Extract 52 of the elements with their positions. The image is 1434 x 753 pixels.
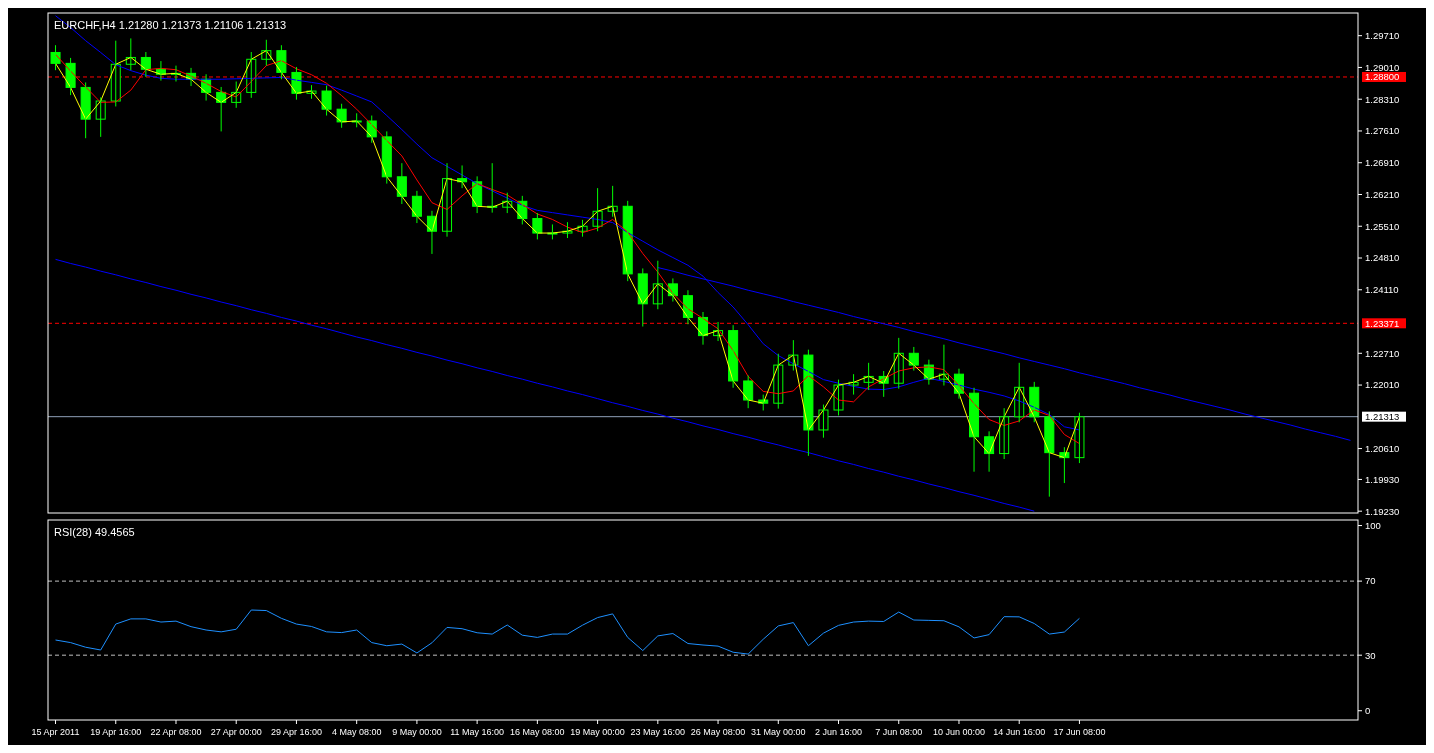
ref-line-label: 1.21313 (1365, 411, 1400, 422)
y-tick-label: 1.22710 (1365, 347, 1400, 359)
x-tick-label: 15 Apr 2011 (31, 727, 80, 737)
x-tick-label: 10 Jun 00:00 (932, 727, 985, 737)
x-tick-label: 19 May 00:00 (570, 727, 625, 737)
y-tick-label: 100 (1365, 519, 1381, 531)
line-series (55, 258, 1035, 512)
candlestick (80, 81, 91, 139)
x-tick-label: 2 Jun 16:00 (814, 727, 863, 737)
candlestick (833, 379, 844, 416)
candlestick (336, 103, 347, 129)
candlestick (50, 44, 61, 71)
x-tick-label: 14 Jun 16:00 (993, 727, 1046, 737)
y-tick-label: 1.28310 (1365, 93, 1400, 105)
y-tick-label: 1.19230 (1365, 505, 1400, 517)
candlestick (532, 212, 543, 240)
candlestick (276, 44, 287, 80)
ref-line-label: 1.28800 (1365, 71, 1400, 83)
y-tick-label: 30 (1365, 649, 1376, 661)
y-tick-label: 70 (1365, 575, 1376, 587)
x-tick-label: 22 Apr 08:00 (150, 727, 202, 737)
x-tick-label: 4 May 08:00 (331, 727, 382, 737)
y-tick-label: 1.24810 (1365, 252, 1400, 264)
x-tick-label: 17 Jun 08:00 (1053, 727, 1106, 737)
line-series (55, 609, 1080, 655)
x-tick-label: 29 Apr 16:00 (270, 727, 322, 737)
y-tick-label: 1.26210 (1365, 188, 1400, 200)
x-tick-label: 7 Jun 08:00 (875, 727, 923, 737)
text: RSI(28) 49.4565 (54, 526, 135, 538)
x-tick-label: 11 May 16:00 (450, 727, 505, 737)
candlestick (803, 349, 814, 457)
y-tick-label: 1.22010 (1365, 379, 1400, 391)
x-tick-label: 23 May 16:00 (630, 727, 686, 737)
y-tick-label: 1.19930 (1365, 473, 1400, 485)
y-tick-label: 1.24110 (1365, 284, 1399, 296)
x-tick-label: 9 May 00:00 (392, 727, 442, 737)
x-tick-label: 31 May 00:00 (751, 727, 806, 737)
x-tick-label: 16 May 08:00 (510, 727, 565, 737)
x-tick-label: 27 Apr 00:00 (210, 727, 262, 737)
candlestick (818, 404, 829, 439)
ref-line-label: 1.23371 (1365, 317, 1400, 329)
y-tick-label: 1.20610 (1365, 442, 1400, 454)
y-tick-label: 1.29010 (1365, 61, 1400, 73)
y-tick-label: 1.27610 (1365, 125, 1400, 137)
y-tick-label: 1.25510 (1365, 220, 1400, 232)
y-tick-label: 0 (1365, 705, 1371, 717)
x-tick-label: 19 Apr 16:00 (90, 727, 142, 737)
x-tick-label: 26 May 08:00 (690, 727, 746, 737)
y-tick-label: 1.29710 (1365, 30, 1400, 42)
candlestick (1074, 412, 1085, 464)
y-tick-label: 1.26910 (1365, 157, 1400, 169)
candlestick (321, 85, 332, 117)
